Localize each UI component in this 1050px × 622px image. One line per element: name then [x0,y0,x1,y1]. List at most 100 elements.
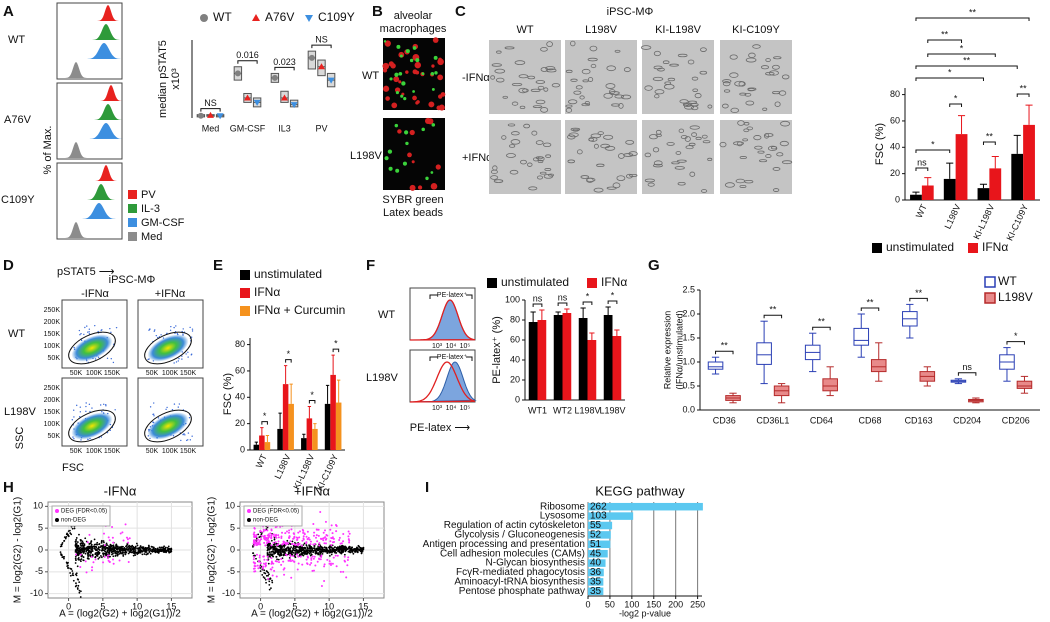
cloud-point [164,550,167,552]
cell [647,182,655,187]
cloud-point [66,567,69,569]
cell [543,87,549,92]
cell [752,44,761,49]
cloud-point [268,551,271,554]
event [176,332,179,335]
cloud-point [141,550,144,553]
histogram-line [409,299,476,341]
cloud-point [337,550,339,553]
event [149,406,152,408]
deg-point [86,541,89,544]
x-tick-label: 100K [86,370,103,377]
row-label: L198V [366,372,398,384]
significance-bracket [715,350,734,355]
cell [680,135,688,140]
event [154,329,156,331]
deg-point [75,553,78,556]
cell [496,50,502,54]
cloud-point [262,576,265,578]
deg-point [90,569,93,572]
cell [540,46,548,52]
deg-point [108,539,111,542]
cell [765,72,775,76]
cloud-point [94,556,97,559]
significance-label: NS [204,98,217,108]
error-bar [924,177,932,186]
significance-bracket [915,65,1018,69]
cloud-point [280,552,282,555]
y-tick-label: 0.0 [682,404,695,414]
legend-label: C109Y [318,10,355,24]
bar [1023,124,1035,200]
cell [581,103,591,107]
event [80,332,82,335]
density [147,334,189,362]
x-tick-label: 150K [104,370,121,377]
nucleus [398,71,403,76]
deg-point [262,530,265,533]
cloud-point [112,544,115,547]
legend-label: unstimulated [254,267,322,281]
deg-point [252,542,255,545]
deg-point [112,558,115,561]
deg-point [309,543,312,546]
deg-point [259,539,262,542]
deg-point [107,536,110,539]
cloud-point [277,550,279,553]
cloud-point [127,552,130,555]
cloud-point [282,553,285,556]
cloud-point [79,560,82,563]
y-tick-label: Pentose phosphate pathway [459,586,585,597]
cloud-point [103,541,105,544]
cloud-point [142,548,145,550]
deg-point [283,573,286,576]
deg-point [347,530,350,533]
y-tick-label: 100K [44,421,61,428]
row-label: L198V [4,406,36,418]
legend-label: IFNα + Curcumin [254,303,345,317]
y-tick-label: -5 [35,566,43,576]
x-tick-label: L198V [599,405,625,415]
deg-point [311,569,314,572]
cloud-point [271,550,274,553]
legend-label: Med [141,231,162,243]
deg-point [338,536,341,539]
deg-point [79,565,82,568]
significance-bracket [915,77,984,81]
cell [530,88,541,92]
cloud-point [63,536,66,539]
cell [588,137,595,142]
deg-point [275,575,278,578]
y-tick-label: 2.5 [682,284,695,294]
deg-point [108,561,111,564]
deg-point [91,566,94,569]
cloud-point [75,540,77,543]
deg-point [252,561,255,564]
cloud-point [61,541,64,544]
significance-bracket [311,44,332,49]
density [147,412,189,440]
cell [575,85,583,90]
event [187,432,190,434]
deg-point [291,542,294,545]
cloud-point [257,533,260,536]
cloud-point [75,538,77,541]
cell [567,159,576,164]
cell [491,63,502,67]
event [153,415,155,417]
event [178,357,180,360]
cloud-point [93,538,96,541]
error-bar [589,332,595,340]
nucleus [430,171,434,174]
deg-point [310,558,313,561]
legend-swatch [240,270,250,280]
x-tick-label: 150K [180,448,197,455]
cloud-point [75,582,77,585]
cloud-point [273,548,276,551]
cloud-point [109,544,112,547]
deg-point [295,538,298,541]
cloud-point [349,549,352,552]
cell [743,122,750,126]
y-tick-label: 20 [510,374,520,384]
cell [734,80,745,87]
